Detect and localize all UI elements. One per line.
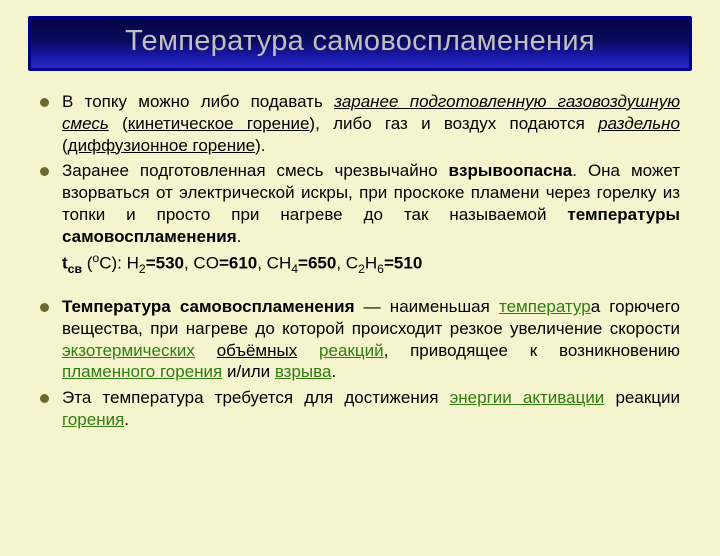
bullet-item-3: Температура самовоспламенения — наименьш… (40, 296, 680, 383)
txt-link: реакций (319, 341, 384, 360)
txt-link: экзотермических (62, 341, 195, 360)
f-co: , CO (184, 254, 219, 273)
bullet-item-2: Заранее подготовленная смесь чрезвычайно… (40, 160, 680, 247)
txt-b: взрывоопасна (449, 161, 573, 180)
f-s22: 2 (358, 262, 365, 276)
txt: реакции (604, 388, 680, 407)
bullet-item-4: Эта температура требуется для достижения… (40, 387, 680, 431)
f-ch4a: , CH (257, 254, 291, 273)
txt-u: объёмных (217, 341, 298, 360)
f-eq4: =510 (384, 254, 422, 273)
txt-b: Температура самовоспламенения (62, 297, 355, 316)
txt: . (124, 410, 129, 429)
txt: — наименьшая (355, 297, 500, 316)
title-box: Температура самовоспламенения (28, 16, 692, 71)
f-up: ( (82, 254, 92, 273)
formula-line: tсв (oC): H2=530, CO=610, CH4=650, C2H6=… (40, 251, 680, 278)
f-h2: H (127, 254, 139, 273)
bullet-item-1: В топку можно либо подавать заранее подг… (40, 91, 680, 156)
f-cpost: C): (99, 254, 126, 273)
txt: Эта температура требуется для достижения (62, 388, 450, 407)
txt-u: диффузионное горение (68, 136, 255, 155)
txt: ( (109, 114, 128, 133)
f-eq2: =610 (219, 254, 257, 273)
txt: . (237, 227, 242, 246)
f-sub: св (68, 262, 82, 276)
txt-link: пламенного горения (62, 362, 222, 381)
bullet-list: В топку можно либо подавать заранее подг… (40, 91, 680, 247)
txt-link: взрыва (275, 362, 332, 381)
txt: Заранее подготовленная смесь чрезвычайно (62, 161, 449, 180)
txt: В топку можно либо подавать (62, 92, 334, 111)
txt-link: горения (62, 410, 124, 429)
f-eq1: =530 (146, 254, 184, 273)
txt: ), либо газ и воздух подаются (309, 114, 598, 133)
f-s6: 6 (377, 262, 384, 276)
txt-emph: раздельно (598, 114, 680, 133)
txt: , приводящее к возникновению (384, 341, 680, 360)
txt: ). (255, 136, 265, 155)
content-area: В топку можно либо подавать заранее подг… (0, 83, 720, 431)
txt-link: температур (499, 297, 591, 316)
f-c2b: H (365, 254, 377, 273)
f-eq3: =650 (298, 254, 336, 273)
f-s2: 2 (139, 262, 146, 276)
bullet-list-2: Температура самовоспламенения — наименьш… (40, 296, 680, 431)
txt: и/или (222, 362, 275, 381)
f-c2a: , C (336, 254, 358, 273)
txt: . (331, 362, 336, 381)
page-title: Температура самовоспламенения (51, 25, 669, 58)
sp (195, 341, 217, 360)
txt-link: энергии активации (450, 388, 605, 407)
txt-u: кинетическое горение (128, 114, 310, 133)
sp (297, 341, 319, 360)
